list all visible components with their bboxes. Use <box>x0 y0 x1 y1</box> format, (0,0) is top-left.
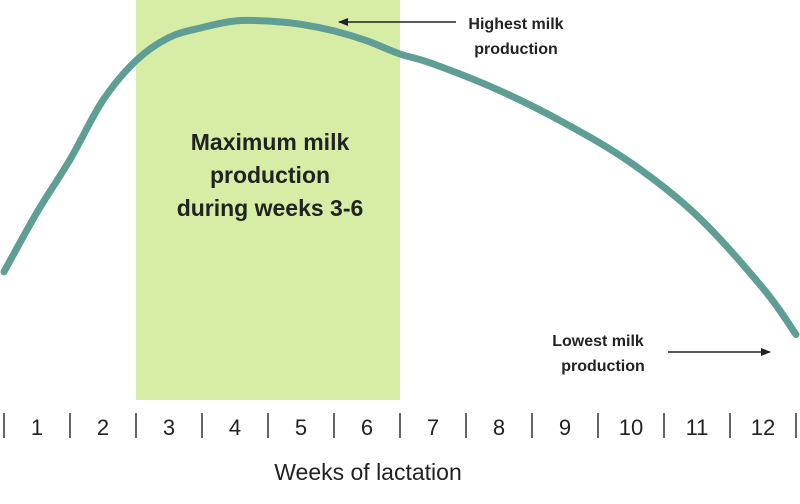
highest-label-line-1: Highest milk <box>468 16 563 33</box>
band-label-line-2: production <box>210 162 330 188</box>
x-tick-label: 1 <box>31 415 43 440</box>
x-tick-label: 7 <box>427 415 439 440</box>
band-label-line-1: Maximum milk <box>191 129 350 155</box>
x-tick-label: 12 <box>751 415 775 440</box>
x-tick-label: 3 <box>163 415 175 440</box>
x-axis-label: Weeks of lactation <box>274 459 462 485</box>
x-tick-label: 2 <box>97 415 109 440</box>
x-axis: 1 2 3 4 5 6 7 8 9 10 11 12 <box>3 413 797 440</box>
lowest-label-line-1: Lowest milk <box>552 333 644 350</box>
band-label-line-3: during weeks 3-6 <box>177 195 364 221</box>
x-tick-label: 5 <box>295 415 307 440</box>
x-tick-label: 9 <box>559 415 571 440</box>
lowest-label-line-2: production <box>561 358 645 375</box>
x-tick-label: 4 <box>229 415 241 440</box>
x-tick-label: 11 <box>686 415 709 440</box>
max-production-band <box>136 0 400 400</box>
x-tick-label: 10 <box>619 415 643 440</box>
x-tick-label: 8 <box>493 415 505 440</box>
highest-label-line-2: production <box>474 41 558 58</box>
milk-production-line <box>0 16 800 338</box>
x-tick-label: 6 <box>361 415 373 440</box>
